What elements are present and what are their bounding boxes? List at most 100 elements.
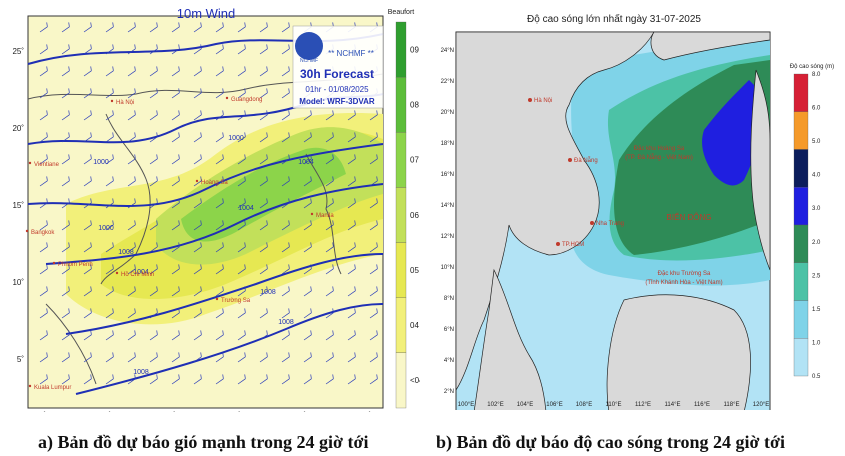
wind-barb [127,66,136,77]
wind-barb [369,308,378,319]
wind-barb [193,132,202,143]
place-marker [225,96,229,100]
colorbar-segment [395,21,407,78]
wind-barb [325,154,334,165]
longitude-label: 120°E [753,402,769,408]
wind-barb [127,330,136,341]
wind-barb [61,44,70,55]
wind-barb [127,132,136,143]
wind-barb [347,242,356,253]
colorbar-label: 08 [410,100,419,109]
wind-barb [149,264,158,275]
wind-barb [281,132,290,143]
wind-barb [61,22,70,33]
land-borneo [606,294,751,413]
wind-barb [149,374,158,385]
wind-barb [39,44,48,55]
wind-barb [127,88,136,99]
place-labels: Hà Nội Guangdong Vientiane Hoàng Sa Manila Ph… [25,96,334,391]
wind-barb [127,198,136,209]
wind-barb [325,264,334,275]
wind-barb [83,176,92,187]
latitude-label: 20°N [441,110,454,116]
wind-barb [127,352,136,363]
wave-map-title: Độ cao sóng lớn nhất ngày 31-07-2025 [527,13,701,25]
wind-barb [215,88,224,99]
place-label: Kuala Lumpur [34,385,71,391]
longitude-label: 115˚ [225,411,241,412]
wind-barb [105,154,114,165]
model-name: Model: WRF-3DVAR [299,97,375,106]
wind-barb [39,264,48,275]
wind-barb [237,154,246,165]
wind-barb [259,242,268,253]
wind-barb [303,110,312,121]
legend-segment [793,73,809,112]
colorbar-title: Beaufort [388,9,415,16]
wind-barb [193,176,202,187]
wind-barb [171,154,180,165]
wind-barb [83,44,92,55]
wind-barb [105,242,114,253]
colorbar-label: <04 [410,376,420,385]
latitude-label: 2°N [444,389,454,395]
place-label: Vientiane [34,162,60,168]
wind-barb [237,88,246,99]
wind-barb [171,132,180,143]
wind-barb [369,374,378,385]
city-label: Hà Nội [534,98,552,104]
wind-barb [237,374,246,385]
wind-barb [105,286,114,297]
latitude-label: 4°N [444,358,454,364]
wind-barb [39,308,48,319]
latitude-label: 25˚ [12,47,24,56]
wind-barb [347,176,356,187]
wind-barb [215,44,224,55]
longitude-label: 114°E [665,402,681,408]
wind-barb [325,220,334,231]
wind-barb [39,132,48,143]
wind-barb [171,352,180,363]
wind-barb [215,154,224,165]
wind-barb [83,132,92,143]
wind-barb [369,198,378,209]
wave-zone-3-4 [702,80,761,186]
wind-barb [259,330,268,341]
wind-barb [215,286,224,297]
truong-sa-label-line2: (Tỉnh Khánh Hòa - Việt Nam) [645,279,722,286]
wind-barb [281,198,290,209]
wind-barb [281,330,290,341]
wind-barb [61,88,70,99]
land-indochina [455,31,655,392]
wind-barb [171,176,180,187]
wind-barb [369,176,378,187]
city-marker [556,242,560,246]
wave-map-svg: Độ cao sóng lớn nhất ngày 31-07-2025 Hà … [441,13,834,413]
wind-barb [259,132,268,143]
wind-barb [127,154,136,165]
isobar-label: 1008 [278,319,294,326]
wind-barb [149,154,158,165]
wind-barb [303,242,312,253]
wind-barb [127,110,136,121]
wind-barb [193,220,202,231]
wind-barb [237,66,246,77]
wind-barb [171,66,180,77]
wind-barb [303,264,312,275]
wind-barb [303,352,312,363]
wind-barb [61,198,70,209]
wind-barb [127,176,136,187]
wind-barb [39,110,48,121]
colorbar-segment [395,76,407,133]
hoang-sa-label-line2: (TP. Đà Nẵng - Việt Nam) [625,154,693,161]
wind-barb [39,198,48,209]
latitude-label: 14°N [441,203,454,209]
wind-barb [61,220,70,231]
wind-barb [259,154,268,165]
wind-barb [193,22,202,33]
wind-barb [281,264,290,275]
legend-label: 1.5 [812,307,821,313]
longitude-labels: 100˚ 105˚ 110˚ 115˚ 120˚ 125˚ [30,411,371,420]
wind-barb [127,264,136,275]
isobar-label: 1004 [238,205,254,212]
